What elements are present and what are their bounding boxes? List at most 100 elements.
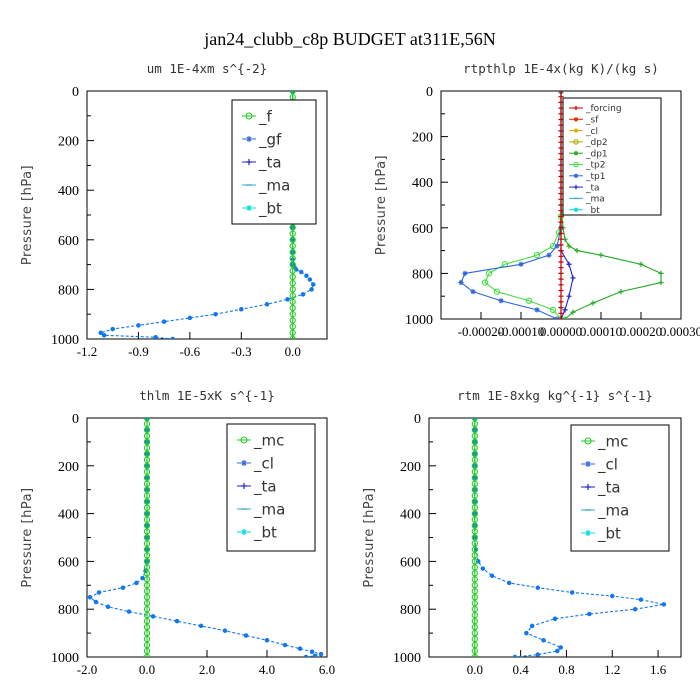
- data-point: [471, 647, 478, 655]
- data-point: [150, 614, 156, 619]
- data-point: [558, 305, 564, 311]
- data-point: [143, 570, 151, 577]
- data-point: [471, 570, 478, 577]
- data-point: [239, 306, 244, 312]
- data-point: [471, 456, 478, 463]
- series-line: [460, 91, 562, 319]
- data-point: [143, 653, 151, 657]
- data-point: [610, 593, 615, 599]
- x-tick-label: 0.00000: [540, 324, 582, 339]
- data-point: [558, 213, 564, 219]
- data-point: [471, 432, 478, 440]
- data-point: [289, 317, 296, 324]
- data-point: [289, 267, 296, 274]
- data-point: [153, 335, 158, 339]
- y-tick-label: 600: [412, 222, 433, 237]
- data-point: [96, 590, 102, 595]
- data-point: [143, 444, 151, 452]
- data-point: [558, 248, 564, 254]
- legend-marker: [573, 207, 579, 212]
- series_tp2: [481, 91, 565, 319]
- legend-label: _mc: [253, 431, 284, 450]
- legend-marker: [585, 530, 591, 536]
- data-point: [534, 307, 540, 313]
- legend-marker: [246, 136, 252, 142]
- data-point: [282, 642, 288, 648]
- legend-box: [226, 423, 316, 552]
- data-point: [661, 602, 667, 607]
- legend-label: _mc: [597, 432, 628, 451]
- legend-label: _tp2: [585, 161, 605, 171]
- data-point: [143, 588, 151, 595]
- data-point: [161, 319, 167, 324]
- series_tp1: [458, 91, 564, 319]
- data-point: [143, 510, 151, 517]
- data-point: [471, 420, 478, 428]
- data-point: [143, 534, 151, 541]
- chart-panel-2: rtpthlp 1E-4x(kg K)/(kg s) Pressure [hPa]…: [374, 61, 700, 339]
- legend-label: _bt: [253, 523, 277, 542]
- data-point: [143, 635, 151, 643]
- legend-label: _ma: [597, 501, 629, 520]
- data-point: [558, 242, 564, 248]
- legend-marker: [240, 436, 248, 444]
- data-point: [471, 486, 478, 493]
- data-point: [299, 269, 304, 275]
- data-point: [143, 582, 151, 589]
- y-tick-label: 800: [400, 603, 421, 618]
- legend-marker: [573, 184, 579, 190]
- legend-label: _bt: [597, 524, 621, 543]
- legend-label: _f: [258, 107, 273, 126]
- data-point: [558, 225, 564, 231]
- data-point: [143, 498, 151, 505]
- data-point: [136, 323, 141, 328]
- data-point: [289, 329, 296, 336]
- data-point: [471, 606, 478, 613]
- x-tick-label: 4.0: [259, 662, 275, 677]
- data-point: [471, 612, 478, 619]
- chart-panel-1: um 1E-4xm s^{-2} Pressure [hPa] 0 200 400 600…: [20, 61, 328, 359]
- x-tick-label: 0.4: [513, 662, 530, 677]
- data-point: [558, 230, 564, 237]
- data-point: [569, 590, 575, 595]
- x-tick-label: -0.3: [231, 344, 252, 359]
- series_mc: [143, 418, 151, 657]
- x-tick-label: -0.00020: [458, 324, 505, 339]
- plot-area: [471, 418, 667, 657]
- data-point: [105, 604, 111, 610]
- legend-label: _ma: [585, 195, 605, 205]
- data-point: [143, 576, 151, 583]
- x-tick-label: -0.6: [180, 344, 201, 359]
- x-tick-label: 0.8: [558, 662, 574, 677]
- data-point: [289, 224, 296, 231]
- data-point: [470, 289, 476, 295]
- data-point: [506, 580, 512, 586]
- data-point: [471, 588, 478, 595]
- x-tick-label: 0.0: [467, 662, 483, 677]
- data-point: [529, 623, 535, 629]
- figure-title: jan24_clubb_c8p BUDGET at311E,56N: [203, 29, 495, 49]
- series-line: [484, 91, 562, 319]
- data-point: [471, 582, 478, 589]
- data-point: [570, 275, 576, 281]
- data-point: [304, 273, 309, 279]
- data-point: [541, 638, 546, 643]
- data-point: [143, 504, 151, 511]
- panel-title: thlm 1E-5xK s^{-1}: [139, 388, 274, 403]
- data-point: [524, 630, 529, 636]
- legend-label: _forcing: [585, 104, 622, 114]
- legend-marker: [585, 484, 591, 490]
- data-point: [143, 600, 151, 607]
- data-point: [558, 270, 564, 276]
- x-tick-label: 1.2: [604, 662, 620, 677]
- x-tick-label: -2.0: [77, 662, 98, 677]
- data-point: [174, 618, 180, 624]
- data-point: [213, 311, 218, 317]
- data-point: [198, 623, 204, 629]
- data-point: [658, 279, 664, 286]
- data-point: [558, 316, 564, 319]
- data-point: [471, 600, 478, 607]
- data-point: [458, 279, 464, 286]
- data-point: [471, 623, 478, 631]
